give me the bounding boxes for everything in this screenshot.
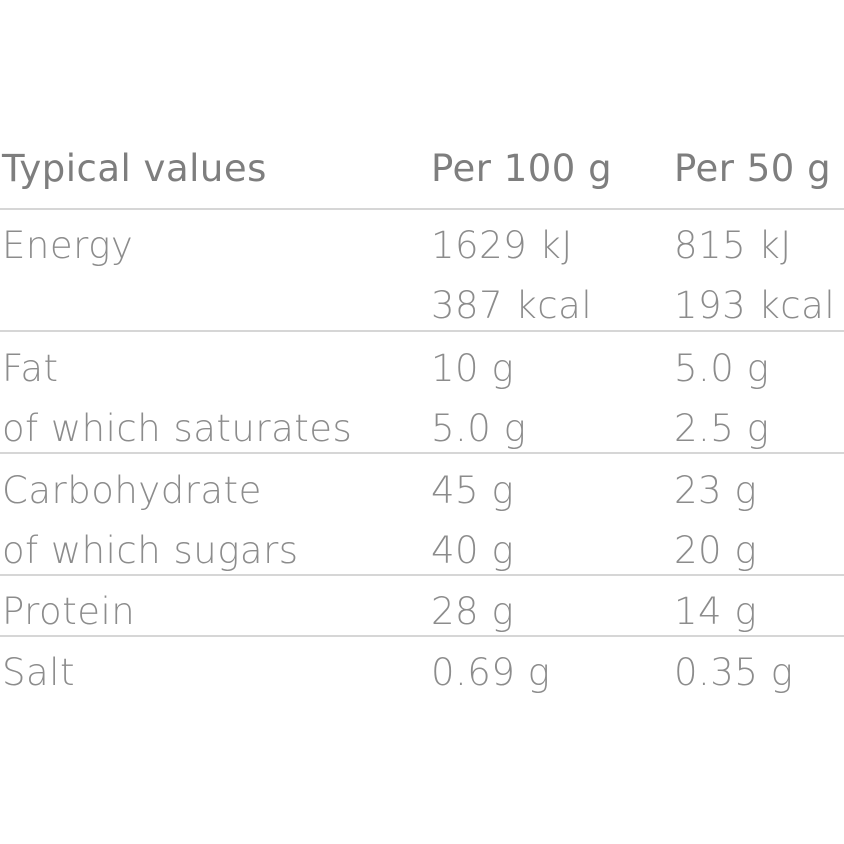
protein-per-100g: 28 g (431, 590, 515, 633)
energy-kj-per-50g: 815 kJ (674, 224, 792, 267)
energy-kj-per-100g: 1629 kJ (431, 224, 573, 267)
fat-per-100g: 10 g (431, 347, 515, 390)
energy-kcal-per-100g: 387 kcal (431, 284, 593, 327)
salt-per-50g: 0.35 g (674, 651, 794, 694)
divider (0, 452, 844, 454)
salt-per-100g: 0.69 g (431, 651, 551, 694)
carbohydrate-per-100g: 45 g (431, 469, 515, 512)
sugars-per-50g: 20 g (674, 529, 758, 572)
row-label-carbohydrate: Carbohydrate (2, 469, 262, 512)
header-typical-values: Typical values (2, 147, 267, 190)
row-label-fat: Fat (2, 347, 59, 390)
divider (0, 208, 844, 210)
carbohydrate-per-50g: 23 g (674, 469, 758, 512)
divider (0, 330, 844, 332)
header-per-100g: Per 100 g (431, 147, 613, 190)
row-label-protein: Protein (2, 590, 136, 633)
protein-per-50g: 14 g (674, 590, 758, 633)
row-label-sugars: of which sugars (2, 529, 299, 572)
row-label-energy: Energy (2, 224, 134, 267)
row-label-saturates: of which saturates (2, 407, 353, 450)
fat-per-50g: 5.0 g (674, 347, 770, 390)
header-per-50g: Per 50 g (674, 147, 832, 190)
row-label-salt: Salt (2, 651, 75, 694)
divider (0, 635, 844, 637)
sugars-per-100g: 40 g (431, 529, 515, 572)
saturates-per-50g: 2.5 g (674, 407, 770, 450)
saturates-per-100g: 5.0 g (431, 407, 527, 450)
energy-kcal-per-50g: 193 kcal (674, 284, 836, 327)
divider (0, 574, 844, 576)
